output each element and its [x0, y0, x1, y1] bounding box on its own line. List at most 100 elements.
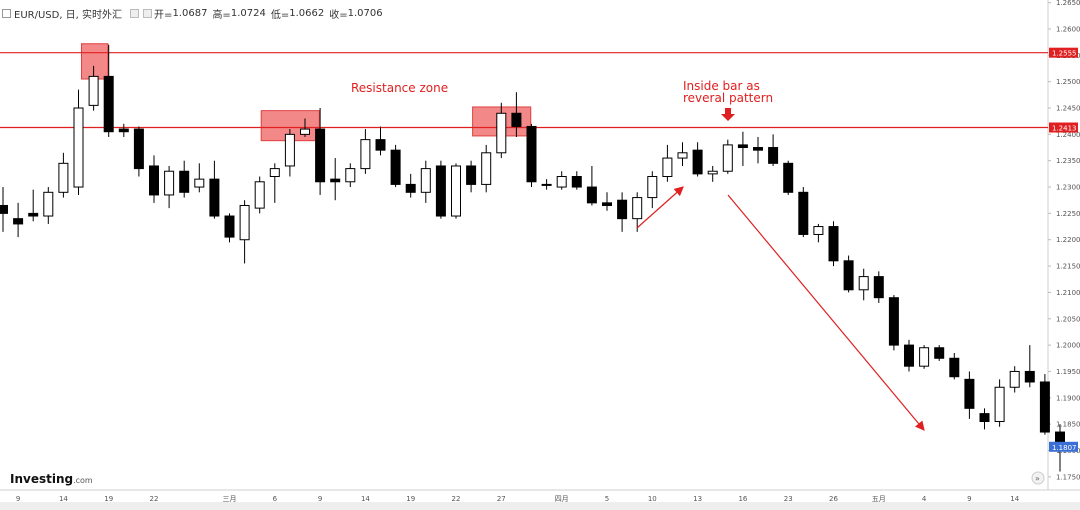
- candle-body: [239, 204, 250, 241]
- candle: [662, 144, 673, 182]
- x-tick-label: 13: [693, 495, 702, 503]
- candle-body: [1039, 381, 1050, 433]
- candle: [979, 408, 990, 430]
- x-tick-label: 19: [406, 495, 415, 503]
- candle: [103, 44, 114, 137]
- candle-body: [0, 204, 8, 214]
- candle-body: [390, 149, 401, 185]
- candle-body: [813, 226, 824, 235]
- x-tick-label: 6: [273, 495, 278, 503]
- candle: [647, 171, 658, 209]
- candle: [164, 165, 175, 209]
- resistance-zone-label: Resistance zone: [351, 81, 449, 95]
- candle-body: [586, 186, 597, 204]
- y-tick-label: 1.1850: [1056, 421, 1080, 429]
- candle: [269, 163, 280, 203]
- candle-body: [632, 197, 643, 220]
- candle: [73, 89, 84, 195]
- y-tick-label: 1.2500: [1056, 78, 1080, 86]
- collapse-icon[interactable]: [2, 8, 11, 18]
- y-tick-label: 1.2400: [1056, 131, 1080, 139]
- x-tick-label: 10: [648, 495, 657, 503]
- candle: [858, 268, 869, 301]
- candle-body: [662, 157, 673, 178]
- candle: [0, 187, 8, 232]
- indicator-icon[interactable]: [143, 8, 153, 18]
- candle: [179, 160, 190, 198]
- candle-body: [179, 170, 190, 193]
- price-tag: [1049, 122, 1078, 133]
- candle-body: [28, 212, 39, 217]
- candle-body: [133, 128, 144, 170]
- candle-body: [103, 75, 114, 133]
- symbol-title: EUR/USD, 日, 实时外汇: [14, 9, 123, 21]
- candle: [873, 271, 884, 303]
- candle: [1009, 366, 1020, 393]
- bottom-toolbar: [0, 502, 1080, 510]
- candle: [949, 353, 960, 380]
- candle-body: [571, 176, 582, 188]
- candle: [194, 163, 205, 193]
- current-price-tag: [1049, 441, 1078, 452]
- settings-icon[interactable]: [130, 8, 140, 18]
- candle: [284, 129, 295, 177]
- y-tick-label: 1.1950: [1056, 368, 1080, 376]
- y-tick-label: 1.2100: [1056, 289, 1080, 297]
- candle-body: [360, 139, 371, 170]
- candle-body: [43, 191, 54, 217]
- close-value: 1.0706: [347, 7, 383, 19]
- candle-body: [994, 386, 1005, 423]
- candle: [345, 163, 356, 188]
- candle-body: [647, 176, 658, 199]
- scroll-right-icon: »: [1035, 474, 1040, 483]
- candle: [556, 171, 567, 190]
- candle-body: [888, 297, 899, 346]
- candle-body: [149, 165, 159, 196]
- y-tick-label: 1.1900: [1056, 394, 1080, 402]
- x-tick-label: 27: [497, 495, 506, 503]
- candle-body: [254, 181, 265, 209]
- candle-body: [435, 165, 446, 217]
- candle-body: [209, 178, 220, 217]
- candle: [888, 295, 899, 351]
- candle-body: [13, 218, 24, 225]
- candle-body: [541, 183, 552, 186]
- candle: [707, 165, 718, 182]
- close-label: 收=: [329, 9, 348, 21]
- candle: [451, 163, 461, 219]
- y-tick-label: 1.2350: [1056, 157, 1080, 165]
- candle-body: [315, 128, 326, 183]
- candle-body: [496, 112, 507, 154]
- candle-body: [949, 357, 960, 378]
- y-tick-label: 1.2300: [1056, 184, 1080, 192]
- x-tick-label: 26: [829, 495, 838, 503]
- x-tick-label: 14: [59, 495, 68, 503]
- candle-body: [1009, 370, 1020, 388]
- decline-arrow: [727, 194, 925, 431]
- x-tick-label: 9: [967, 495, 971, 503]
- candle-body: [768, 147, 779, 164]
- candle-body: [904, 344, 914, 367]
- open-value: 1.0687: [172, 7, 208, 19]
- candle: [360, 129, 371, 174]
- candle-body: [375, 139, 386, 151]
- candle: [435, 160, 446, 219]
- candle: [300, 118, 310, 137]
- x-tick-label: 五月: [872, 495, 886, 503]
- candle: [692, 142, 703, 177]
- x-tick-label: 16: [738, 495, 747, 503]
- candle-body: [330, 178, 341, 183]
- candle: [43, 187, 54, 224]
- candle: [1024, 345, 1035, 388]
- candle-body: [556, 176, 567, 188]
- candle: [1039, 374, 1050, 435]
- candle: [586, 165, 597, 206]
- y-tick-label: 1.2600: [1056, 25, 1080, 33]
- candle-body: [224, 215, 235, 238]
- candle: [617, 192, 628, 232]
- candle-body: [405, 183, 416, 193]
- candle-body: [737, 144, 748, 149]
- candle: [526, 123, 537, 188]
